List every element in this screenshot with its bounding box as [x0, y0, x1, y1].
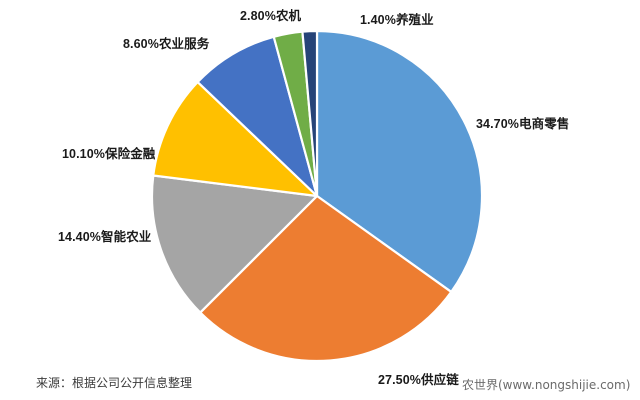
pie-label-agricultural-service: 8.60%农业服务: [123, 37, 210, 51]
watermark: 农世界(www.nongshijie.com): [462, 378, 631, 392]
pie-label-ecommerce: 34.70%电商零售: [476, 117, 570, 131]
source-note: 来源：根据公司公开信息整理: [36, 376, 193, 390]
pie-slice-7: [301, 29, 319, 198]
pie-slice-group: [150, 29, 484, 363]
pie-label-breeding: 1.40%养殖业: [360, 13, 434, 27]
pie-slice-2: [199, 194, 453, 363]
pie-slice-4: [152, 80, 319, 198]
pie-slice-1: [315, 29, 484, 294]
pie-label-agricultural-machinery: 2.80%农机: [240, 9, 302, 23]
pie-slice-5: [196, 35, 319, 198]
pie-label-supplychain: 27.50%供应链: [378, 373, 459, 387]
pie-label-smart-agriculture: 14.40%智能农业: [58, 230, 152, 244]
pie-label-insurance-finance: 10.10%保险金融: [62, 147, 156, 161]
pie-slice-3: [150, 174, 319, 314]
